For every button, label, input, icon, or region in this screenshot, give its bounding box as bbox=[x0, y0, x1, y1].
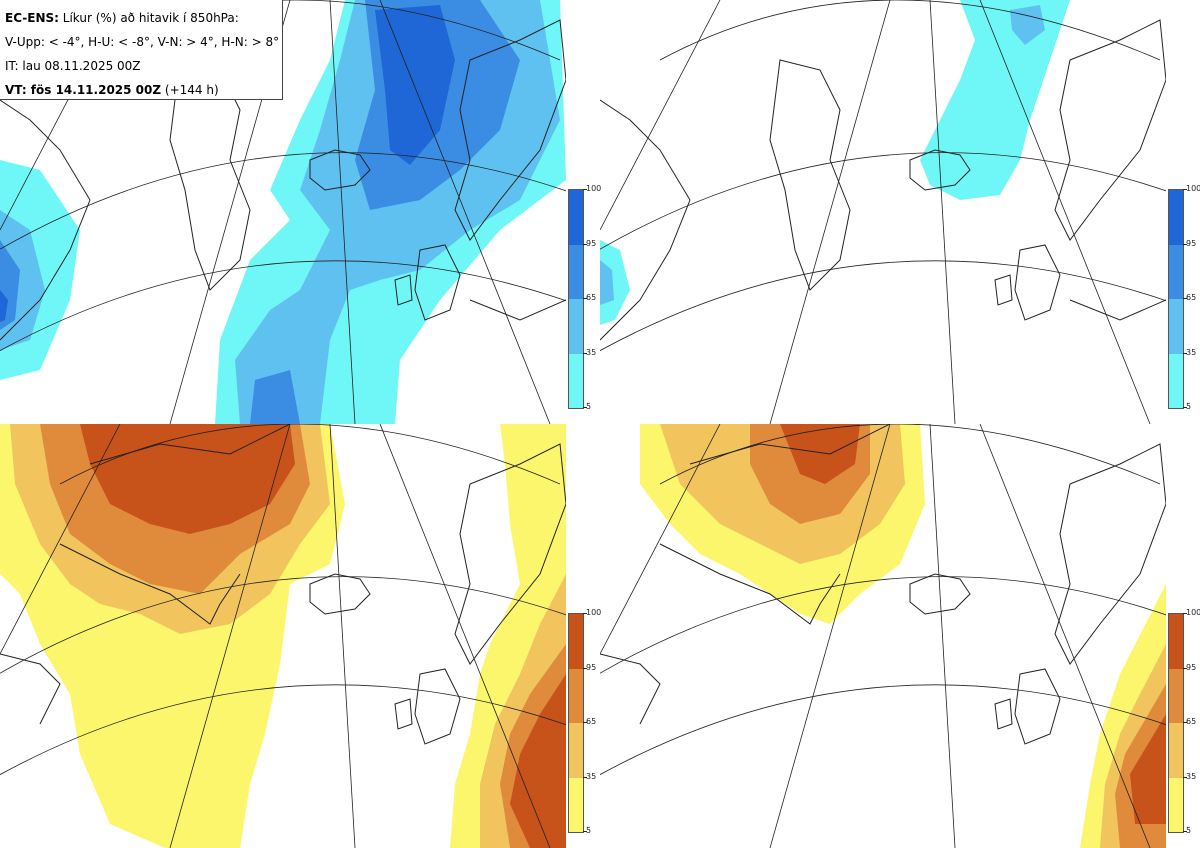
graticule bbox=[0, 424, 566, 848]
colorbar-segment bbox=[569, 299, 583, 354]
colorbar-tick bbox=[583, 722, 587, 723]
colorbar-segment bbox=[569, 668, 583, 723]
title-text: Líkur (%) að hitavik í 850hPa: bbox=[62, 11, 239, 25]
colorbar-tick-label: 65 bbox=[1186, 293, 1197, 302]
colorbar-tick bbox=[583, 243, 587, 245]
probability-shading bbox=[640, 424, 1166, 848]
colorbar-tick-label: 95 bbox=[1186, 662, 1197, 672]
probability-shading bbox=[0, 424, 566, 848]
probability-map-warm-8 bbox=[600, 424, 1166, 848]
colorbar-bottom-left: 100 95 65 35 5 bbox=[568, 608, 601, 835]
colorbar-tick bbox=[1183, 613, 1187, 614]
map-panel-top-left: EC-ENS: Líkur (%) að hitavik í 850hPa: V… bbox=[0, 0, 566, 424]
colorbar-tick bbox=[1183, 407, 1187, 408]
lead-time: (+144 h) bbox=[164, 83, 219, 97]
probability-map-warm-4 bbox=[0, 424, 566, 848]
colorbar-tick bbox=[583, 189, 587, 190]
colorbar-tick bbox=[583, 613, 587, 614]
colorbar-segment bbox=[569, 353, 583, 408]
colorbar-segment bbox=[1169, 668, 1183, 723]
colorbar-bottom-right: 100 95 65 35 5 bbox=[1168, 608, 1200, 835]
colorbar-segment bbox=[569, 777, 583, 832]
map-info-box: EC-ENS: Líkur (%) að hitavik í 850hPa: V… bbox=[0, 0, 283, 100]
colorbar-segment bbox=[569, 723, 583, 778]
colorbar-tick bbox=[583, 667, 587, 669]
colorbar-gradient bbox=[568, 189, 584, 409]
valid-time-line: VT: fös 14.11.2025 00Z (+144 h) bbox=[5, 78, 282, 102]
colorbar-tick bbox=[1183, 831, 1187, 832]
model-label: EC-ENS: bbox=[5, 11, 59, 25]
colorbar-tick-label: 5 bbox=[586, 402, 592, 411]
legend-line: V-Upp: < -4°, H-U: < -8°, V-N: > 4°, H-N… bbox=[5, 35, 280, 49]
map-panel-bottom-right bbox=[600, 424, 1166, 848]
colorbar-segment bbox=[1169, 723, 1183, 778]
map-panel-top-right bbox=[600, 0, 1166, 424]
colorbar-tick-label: 95 bbox=[586, 662, 597, 672]
colorbar-gradient bbox=[568, 613, 584, 833]
colorbar-tick-label: 35 bbox=[1186, 771, 1197, 781]
colorbar-tick-label: 35 bbox=[586, 347, 597, 357]
colorbar-tick-label: 100 bbox=[586, 184, 602, 193]
colorbar-tick-label: 5 bbox=[1186, 826, 1192, 835]
colorbar-tick-label: 95 bbox=[586, 238, 597, 248]
colorbar-tick bbox=[583, 298, 587, 299]
colorbar-tick bbox=[1183, 667, 1187, 669]
colorbar-tick bbox=[1183, 298, 1187, 299]
colorbar-tick-label: 100 bbox=[1186, 184, 1200, 193]
coastlines bbox=[0, 424, 566, 745]
colorbar-top-right: 100 95 65 35 5 bbox=[1168, 184, 1200, 411]
initial-time-line: IT: lau 08.11.2025 00Z bbox=[5, 59, 141, 73]
colorbar-tick-label: 5 bbox=[1186, 402, 1192, 411]
colorbar-tick bbox=[583, 352, 587, 354]
colorbar-tick bbox=[1183, 776, 1187, 778]
colorbar-tick-label: 65 bbox=[1186, 717, 1197, 726]
colorbar-segment bbox=[1169, 614, 1183, 669]
graticule bbox=[600, 424, 1166, 848]
coastlines bbox=[600, 424, 1166, 745]
valid-time-label: VT: fös 14.11.2025 00Z bbox=[5, 83, 162, 97]
colorbar-segment bbox=[1169, 777, 1183, 832]
probability-map-cold-4 bbox=[0, 0, 566, 424]
colorbar-tick bbox=[583, 831, 587, 832]
colorbar-tick bbox=[1183, 722, 1187, 723]
colorbar-segment bbox=[569, 244, 583, 299]
colorbar-tick-label: 35 bbox=[586, 771, 597, 781]
colorbar-tick bbox=[583, 776, 587, 778]
colorbar-tick bbox=[1183, 352, 1187, 354]
colorbar-segment bbox=[569, 614, 583, 669]
colorbar-segment bbox=[1169, 353, 1183, 408]
colorbar-tick-label: 65 bbox=[586, 293, 597, 302]
colorbar-segment bbox=[1169, 299, 1183, 354]
colorbar-tick-label: 100 bbox=[1186, 608, 1200, 617]
probability-shading bbox=[600, 0, 1070, 325]
colorbar-segment bbox=[1169, 190, 1183, 245]
colorbar-tick-label: 95 bbox=[1186, 238, 1197, 248]
map-panel-bottom-left bbox=[0, 424, 566, 848]
probability-shading bbox=[0, 0, 566, 424]
colorbar-gradient bbox=[1168, 189, 1184, 409]
probability-map-cold-8 bbox=[600, 0, 1166, 424]
graticule bbox=[600, 0, 1166, 424]
colorbar-tick-label: 100 bbox=[586, 608, 602, 617]
colorbar-tick bbox=[1183, 243, 1187, 245]
colorbar-tick-label: 35 bbox=[1186, 347, 1197, 357]
colorbar-segment bbox=[569, 190, 583, 245]
colorbar-tick-label: 5 bbox=[586, 826, 592, 835]
colorbar-tick-label: 65 bbox=[586, 717, 597, 726]
colorbar-top-left: 100 95 65 35 5 bbox=[568, 184, 601, 411]
colorbar-segment bbox=[1169, 244, 1183, 299]
colorbar-tick bbox=[583, 407, 587, 408]
title-line: EC-ENS: Líkur (%) að hitavik í 850hPa: bbox=[5, 6, 282, 30]
colorbar-gradient bbox=[1168, 613, 1184, 833]
colorbar-tick bbox=[1183, 189, 1187, 190]
